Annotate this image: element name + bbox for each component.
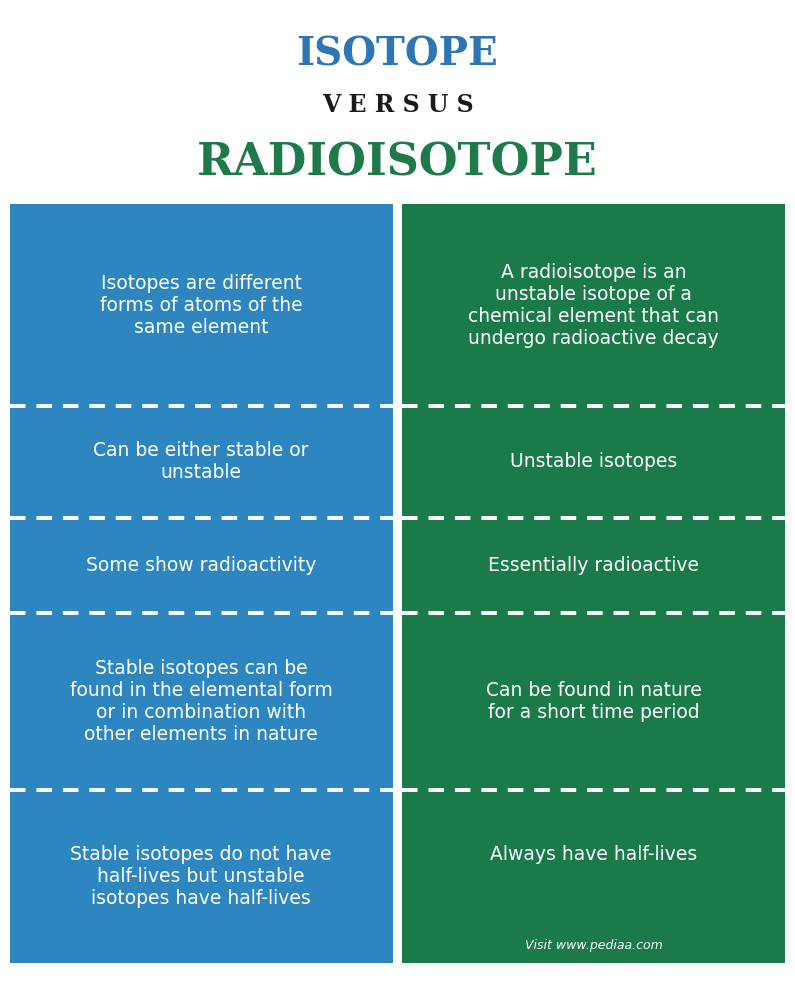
Text: ISOTOPE: ISOTOPE: [297, 35, 498, 73]
Bar: [10, 790, 393, 963]
Bar: [402, 613, 785, 790]
Bar: [10, 406, 393, 517]
Bar: [402, 790, 785, 963]
Text: Stable isotopes do not have
half-lives but unstable
isotopes have half-lives: Stable isotopes do not have half-lives b…: [71, 845, 332, 908]
Bar: [10, 613, 393, 790]
Text: Can be either stable or
unstable: Can be either stable or unstable: [93, 441, 309, 483]
Bar: [10, 204, 393, 406]
Bar: [402, 517, 785, 613]
Bar: [402, 204, 785, 406]
Text: Stable isotopes can be
found in the elemental form
or in combination with
other : Stable isotopes can be found in the elem…: [70, 659, 332, 744]
Text: Essentially radioactive: Essentially radioactive: [488, 556, 700, 574]
Text: V E R S U S: V E R S U S: [322, 94, 473, 117]
Text: Always have half-lives: Always have half-lives: [491, 845, 697, 865]
Text: Visit www.pediaa.com: Visit www.pediaa.com: [525, 939, 663, 952]
Text: RADIOISOTOPE: RADIOISOTOPE: [197, 141, 598, 184]
Text: Can be found in nature
for a short time period: Can be found in nature for a short time …: [486, 681, 702, 722]
Bar: [393, 204, 398, 963]
Text: Isotopes are different
forms of atoms of the
same element: Isotopes are different forms of atoms of…: [100, 274, 302, 337]
Text: Unstable isotopes: Unstable isotopes: [510, 452, 677, 472]
Text: A radioisotope is an
unstable isotope of a
chemical element that can
undergo rad: A radioisotope is an unstable isotope of…: [468, 263, 719, 348]
Text: Some show radioactivity: Some show radioactivity: [86, 556, 316, 574]
Bar: [402, 406, 785, 517]
Bar: [10, 517, 393, 613]
